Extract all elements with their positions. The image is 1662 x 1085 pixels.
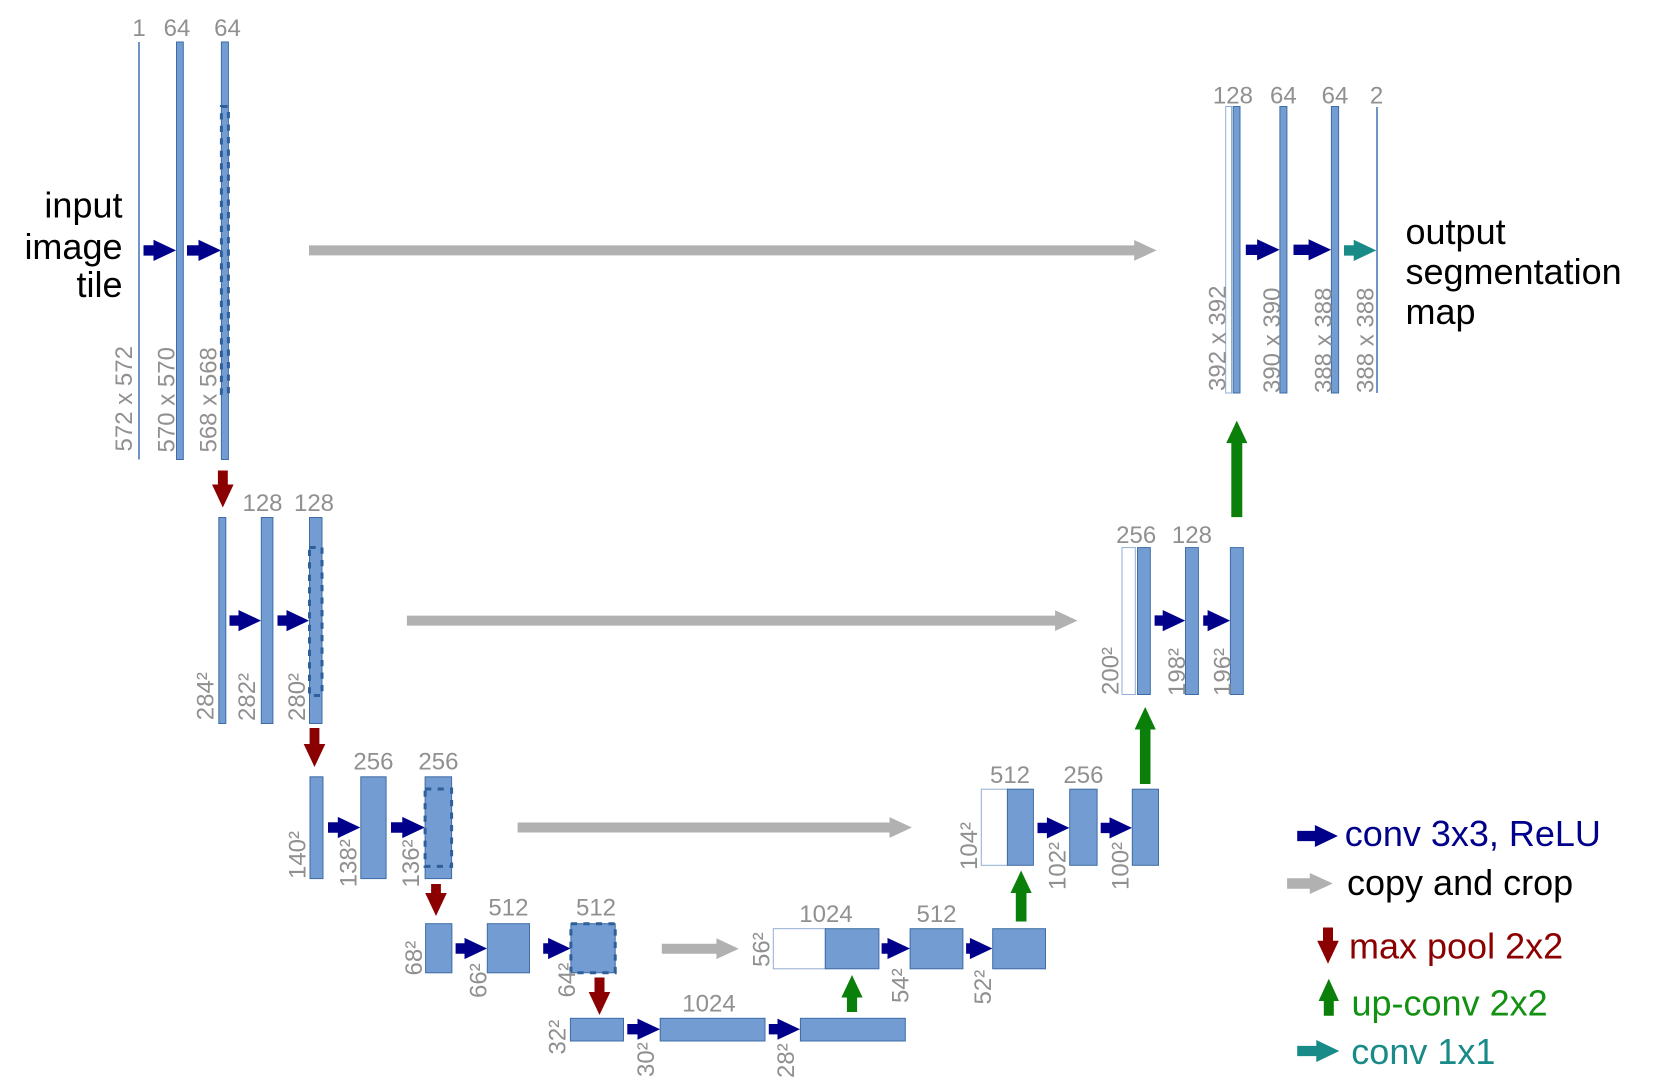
svg-text:256: 256 (1063, 762, 1103, 789)
svg-text:2: 2 (1370, 83, 1383, 110)
svg-text:64: 64 (1270, 83, 1297, 110)
svg-text:54²: 54² (888, 968, 915, 1003)
svg-text:1024: 1024 (799, 901, 852, 928)
svg-text:390 x 390: 390 x 390 (1259, 288, 1286, 393)
svg-text:64: 64 (164, 15, 191, 42)
svg-text:56²: 56² (749, 932, 776, 967)
svg-text:conv 3x3, ReLU: conv 3x3, ReLU (1345, 813, 1601, 854)
svg-text:200²: 200² (1098, 647, 1125, 695)
svg-text:512: 512 (576, 895, 616, 922)
svg-text:572 x 572: 572 x 572 (111, 346, 138, 451)
svg-text:128: 128 (1172, 522, 1212, 549)
svg-text:32²: 32² (545, 1020, 572, 1055)
svg-text:64: 64 (1322, 83, 1349, 110)
svg-text:68²: 68² (401, 941, 428, 976)
svg-text:128: 128 (294, 490, 334, 517)
svg-text:28²: 28² (773, 1043, 800, 1078)
svg-text:284²: 284² (193, 672, 220, 720)
svg-text:282²: 282² (234, 673, 261, 721)
svg-text:conv 1x1: conv 1x1 (1351, 1031, 1495, 1072)
svg-text:1: 1 (132, 15, 145, 42)
svg-text:388 x 388: 388 x 388 (1353, 288, 1380, 393)
svg-text:copy and crop: copy and crop (1347, 862, 1573, 903)
svg-text:128: 128 (242, 490, 282, 517)
svg-text:568 x 568: 568 x 568 (196, 347, 223, 452)
svg-text:30²: 30² (633, 1042, 660, 1077)
svg-text:512: 512 (990, 762, 1030, 789)
svg-text:256: 256 (353, 749, 393, 776)
svg-text:up-conv 2x2: up-conv 2x2 (1352, 983, 1548, 1024)
svg-text:tile: tile (76, 264, 122, 305)
svg-text:570 x 570: 570 x 570 (154, 347, 181, 452)
svg-text:392 x 392: 392 x 392 (1205, 286, 1232, 391)
svg-text:256: 256 (418, 749, 458, 776)
svg-text:segmentation: segmentation (1406, 251, 1622, 292)
svg-text:max pool 2x2: max pool 2x2 (1349, 926, 1563, 967)
svg-text:280²: 280² (284, 673, 311, 721)
svg-text:136²: 136² (398, 839, 425, 887)
svg-text:52²: 52² (970, 970, 997, 1005)
svg-text:196²: 196² (1210, 648, 1237, 696)
svg-text:512: 512 (916, 901, 956, 928)
svg-text:140²: 140² (285, 831, 312, 879)
svg-text:64²: 64² (554, 963, 581, 998)
svg-text:388 x 388: 388 x 388 (1310, 288, 1337, 393)
svg-text:104²: 104² (956, 822, 983, 870)
svg-text:100²: 100² (1108, 842, 1135, 890)
svg-text:198²: 198² (1164, 648, 1191, 696)
svg-text:138²: 138² (336, 839, 363, 887)
svg-text:128: 128 (1213, 83, 1253, 110)
svg-text:map: map (1406, 291, 1476, 332)
svg-text:256: 256 (1116, 522, 1156, 549)
svg-text:66²: 66² (466, 963, 493, 998)
svg-text:102²: 102² (1045, 842, 1072, 890)
svg-text:output: output (1406, 211, 1506, 252)
svg-text:image: image (24, 226, 122, 267)
svg-text:64: 64 (214, 15, 241, 42)
svg-text:512: 512 (488, 895, 528, 922)
svg-text:input: input (44, 184, 122, 225)
svg-text:1024: 1024 (682, 991, 735, 1018)
